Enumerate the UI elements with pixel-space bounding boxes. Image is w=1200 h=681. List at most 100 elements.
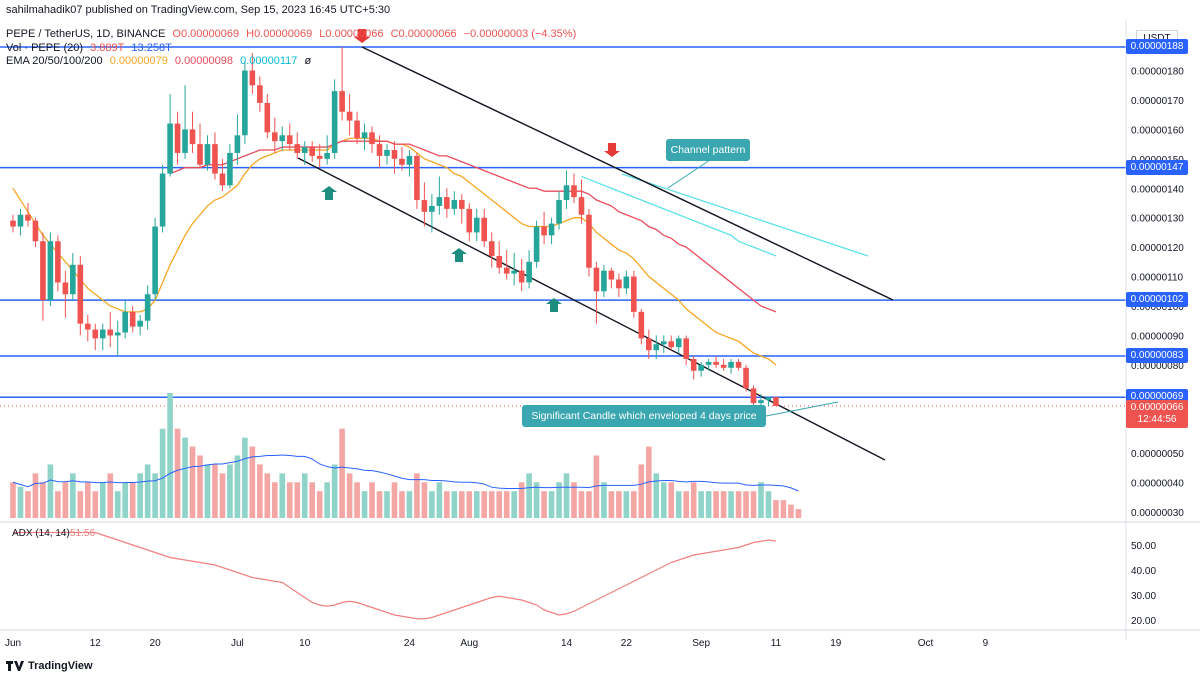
volume-ma-line [12,454,799,492]
candle-body [503,267,510,274]
price-tick-label: 0.00000140 [1131,184,1184,195]
volume-bar [174,428,181,518]
candle-body [70,264,76,295]
candle-body [720,364,727,368]
time-axis: Jun 12 20 Jul 10 24 Aug 14 22 Sep 11 19 Oct 9 [0,629,1200,649]
tradingview-logo[interactable]: TradingView [6,660,93,672]
arrow-down-icon [604,143,620,157]
tradingview-icon [6,661,24,671]
candle-body [705,361,712,365]
volume-bar [586,491,592,518]
price-tick-label: 0.00000180 [1131,67,1184,78]
price-tick-label: 0.00000100 [1131,302,1184,313]
volume-bar [10,482,16,518]
volume-bar [391,482,398,518]
price-tick-label: 0.00000160 [1131,125,1184,136]
candle-body [25,214,31,221]
candle-body [631,276,637,312]
arrow-up-icon [451,248,467,262]
candle-body [167,123,173,174]
price-tick-label: 0.00000120 [1131,243,1184,254]
candle-body [301,147,308,153]
ohlc-open: O0.00000069 [172,28,240,40]
candle-body [85,323,91,330]
volume-bar [675,491,682,518]
candle-body [653,344,660,351]
volume-bar [40,482,46,518]
candle-body [107,329,114,336]
candle-body [728,361,734,368]
volume-bar [496,491,502,518]
candle-body [773,397,779,407]
volume-bar [212,464,218,518]
volume-bar [608,491,615,518]
candle-body [339,91,345,112]
volume-bar [316,491,323,518]
candle-body [122,311,128,333]
volume-bar [780,500,787,518]
arrow-down-icon [354,29,370,43]
volume-bar [720,491,727,518]
candle-body [189,129,196,145]
level-price-tag: 0.00000083 [1126,348,1188,364]
volume-bar [55,491,61,518]
volume-bar [488,491,495,518]
volume-bar [346,473,353,518]
volume-bar [518,482,525,518]
candle-body [257,85,263,103]
volume-bar [414,473,420,518]
volume-bar [705,491,712,518]
candle-body [17,214,24,227]
volume-bar [593,455,600,518]
candle-body [47,241,54,301]
publisher-info: sahilmahadik07 published on TradingView.… [6,4,391,16]
last-price-tag: 0.00000066 12:44:56 [1126,400,1188,429]
volume-bar [541,491,547,518]
candle-body [429,205,435,212]
time-tick-label: 14 [561,638,573,649]
volume-bar [99,482,106,518]
adx-line [13,531,777,620]
volume-bar [167,393,173,518]
volume-bar [17,486,24,518]
volume-bar [85,482,91,518]
candle-body [578,197,585,215]
candle-body [204,144,211,165]
candle-body [361,132,368,139]
volume-bar [197,455,203,518]
candle-body [481,217,488,242]
arrow-up-icon [321,186,337,200]
volume-label: Vol · PEPE (20) [6,42,84,54]
volume-bar [668,482,675,518]
candle-body [99,329,106,339]
volume-bar [788,504,794,518]
ema-lines [12,137,869,366]
volume-bar [384,491,390,518]
ema50-value: 0.00000098 [174,55,234,67]
level-price-tag: 0.00000188 [1126,39,1188,54]
volume-bar [25,491,31,518]
ohlc-change: −0.00000003 (−4.35%) [463,28,577,40]
time-tick-label: Jun [5,638,21,649]
adx-value: 51.56 [70,528,95,539]
candle-body [414,155,420,201]
volume-bar [249,446,256,518]
ohlc-close: C0.00000066 [390,28,457,40]
candle-label-pointer [765,401,839,417]
candle-body [660,341,667,345]
candle-body [571,185,577,198]
volume-bar [451,491,458,518]
candle-body [593,267,600,292]
volume-bar [152,473,158,518]
volume-bar [339,428,345,518]
volume-header: Vol · PEPE (20) 3.889T 13.258T [6,42,176,54]
candlesticks [10,47,779,407]
candle-body [40,241,46,301]
candle-body [316,155,323,159]
volume-bar [77,491,84,518]
volume-bar [421,482,428,518]
candle-body [406,155,413,165]
ema200-value: ø [304,55,312,67]
volume-bar [204,464,211,518]
